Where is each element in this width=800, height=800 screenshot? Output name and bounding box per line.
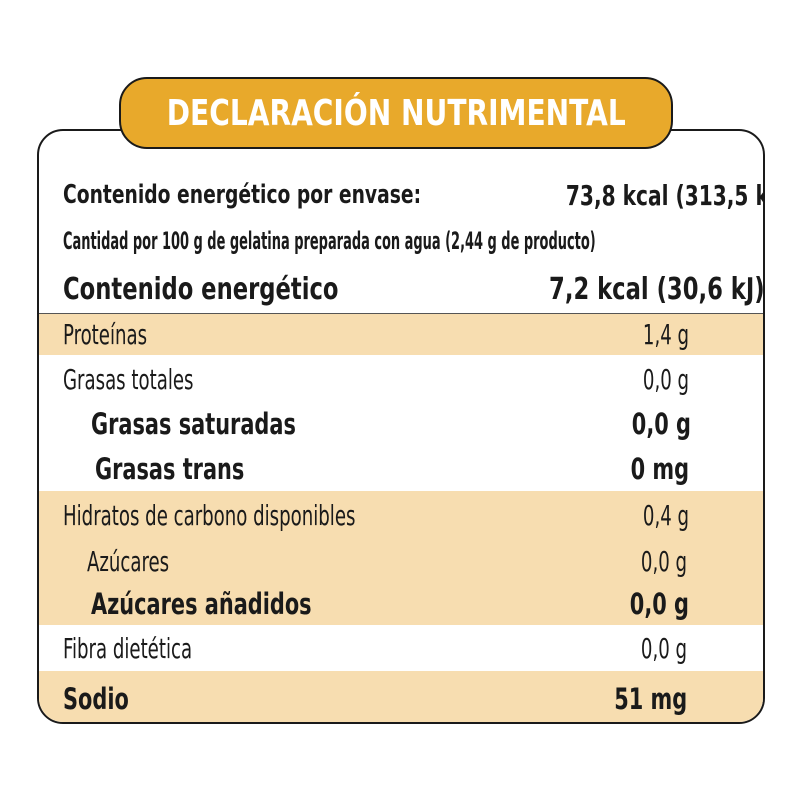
nutrient-row-trans-fat: Grasas trans 0 mg — [39, 447, 763, 491]
nutrient-value: 1,4 g — [642, 317, 689, 351]
nutrient-label: Grasas saturadas — [91, 407, 296, 441]
energy-label: Contenido energético — [63, 271, 339, 307]
nutrient-value: 0,0 g — [640, 631, 687, 665]
serving-note: Cantidad por 100 g de gelatina preparada… — [63, 227, 596, 255]
nutrient-label: Azúcares — [87, 544, 170, 578]
nutrient-row-sodium: Sodio 51 mg — [39, 671, 763, 722]
nutrient-row-added-sugars: Azúcares añadidos 0,0 g — [39, 583, 763, 625]
nutrient-value: 0,0 g — [631, 407, 691, 441]
nutrient-row-total-fat: Grasas totales 0,0 g — [39, 357, 763, 401]
nutrient-value: 0,0 g — [642, 362, 689, 396]
nutrient-value: 0 mg — [630, 452, 689, 486]
nutrient-value: 0,4 g — [642, 498, 689, 532]
energy-per-package-row: Contenido energético por envase: 73,8 kc… — [39, 175, 765, 215]
energy-per-package-label: Contenido energético por envase: — [63, 180, 422, 210]
energy-per-package-value: 73,8 kcal (313,5 kJ) — [565, 178, 765, 212]
nutrition-table: Contenido energético por envase: 73,8 kc… — [37, 129, 765, 724]
nutrient-label: Hidratos de carbono disponibles — [63, 498, 356, 532]
nutrient-label: Azúcares añadidos — [91, 587, 312, 621]
nutrient-value: 51 mg — [614, 681, 687, 716]
nutrient-label: Grasas totales — [63, 362, 194, 396]
nutrient-label: Fibra dietética — [63, 631, 193, 665]
nutrient-label: Sodio — [63, 681, 129, 716]
nutrient-row-sugars: Azúcares 0,0 g — [39, 539, 763, 583]
energy-row: Contenido energético 7,2 kcal (30,6 kJ) — [39, 267, 765, 311]
nutrient-label: Grasas trans — [95, 452, 245, 486]
row-divider — [39, 313, 763, 314]
nutrient-row-saturated-fat: Grasas saturadas 0,0 g — [39, 401, 763, 447]
energy-value: 7,2 kcal (30,6 kJ) — [549, 271, 765, 307]
nutrient-value: 0,0 g — [640, 544, 687, 578]
nutrient-row-proteins: Proteínas 1,4 g — [39, 313, 763, 355]
nutrient-row-carbohydrates: Hidratos de carbono disponibles 0,4 g — [39, 491, 763, 539]
serving-note-row: Cantidad por 100 g de gelatina preparada… — [39, 223, 763, 259]
nutrient-value: 0,0 g — [629, 587, 689, 621]
page-title: DECLARACIÓN NUTRIMENTAL — [166, 92, 626, 134]
nutrient-label: Proteínas — [63, 317, 148, 351]
title-banner: DECLARACIÓN NUTRIMENTAL — [119, 77, 673, 149]
nutrient-row-fiber: Fibra dietética 0,0 g — [39, 625, 763, 671]
